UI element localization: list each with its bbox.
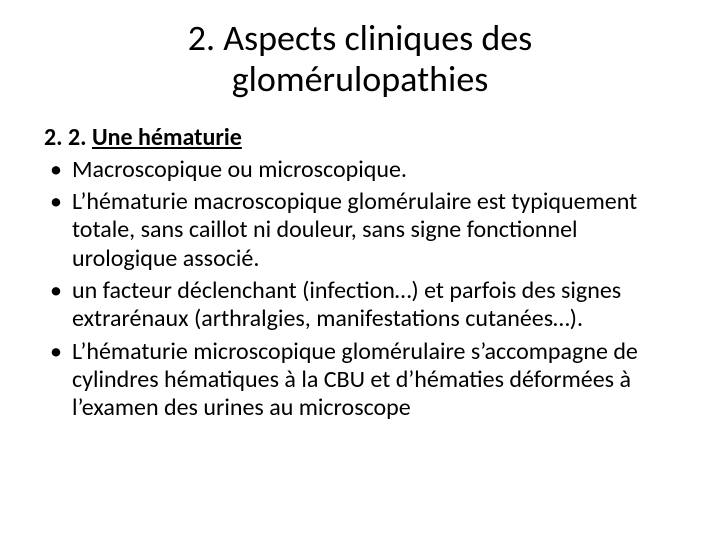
list-item: un facteur déclenchant (infection…) et p…: [44, 277, 676, 334]
list-item-text: un facteur déclenchant (infection…) et p…: [72, 276, 621, 333]
list-item: L’hématurie microscopique glomérulaire s…: [44, 338, 676, 423]
list-item: Macroscopique ou microscopique.: [44, 156, 676, 184]
title-line-1: 2. Aspects cliniques des: [188, 16, 533, 60]
subhead-underlined: Une hématurie: [92, 123, 242, 152]
list-item-text: L’hématurie microscopique glomérulaire s…: [72, 337, 638, 423]
slide-title: 2. Aspects cliniques des glomérulopathie…: [36, 18, 684, 101]
section-subhead: 2. 2. Une hématurie: [36, 123, 684, 152]
subhead-prefix: 2. 2.: [44, 123, 92, 152]
bullet-list: Macroscopique ou microscopique. L’hématu…: [36, 156, 684, 423]
list-item-text: Macroscopique ou microscopique.: [72, 155, 407, 184]
list-item: L’hématurie macroscopique glomérulaire e…: [44, 188, 676, 273]
slide: 2. Aspects cliniques des glomérulopathie…: [0, 0, 720, 540]
title-line-2: glomérulopathies: [232, 57, 489, 101]
list-item-text: L’hématurie macroscopique glomérulaire e…: [72, 187, 637, 273]
